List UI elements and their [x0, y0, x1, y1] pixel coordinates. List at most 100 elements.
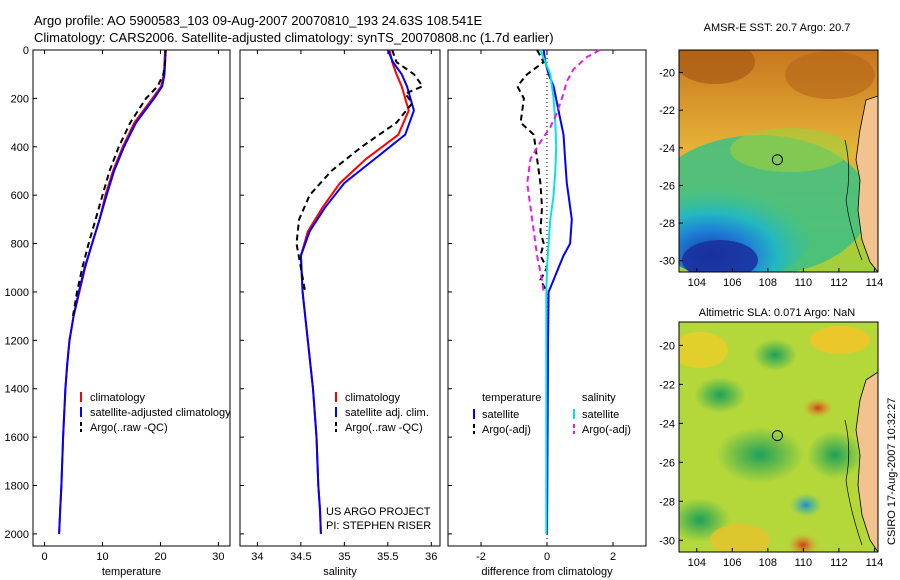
difference-panel: -2 0 2 difference from climatology temperatu… [447, 49, 647, 578]
y-tick-label: -26 [659, 457, 675, 469]
sst-map-frame [678, 49, 879, 273]
x-tick-label: 30 [212, 551, 224, 563]
series-line [299, 49, 415, 534]
timestamp-label: CSIRO 17-Aug-2007 10:32:27 [886, 398, 898, 545]
y-tick-label: -28 [659, 496, 675, 508]
y-tick-label: 1800 [5, 481, 29, 493]
x-tick-label: 106 [723, 557, 741, 569]
x-tick-label: 114 [866, 557, 884, 569]
y-tick-label: 1000 [5, 287, 29, 299]
x-tick-label: 2 [610, 551, 616, 563]
y-tick-label: 0 [23, 45, 29, 57]
series-line [542, 49, 573, 534]
y-tick-label: -30 [659, 535, 675, 547]
sla-low-core [790, 493, 822, 517]
legend-label: Argo(-adj) [582, 424, 631, 436]
x-tick-label: 0 [42, 551, 48, 563]
sla-high-core [802, 398, 834, 418]
y-tick-label: 1400 [5, 384, 29, 396]
legend-label: climatology [345, 392, 401, 404]
y-tick-label: -28 [659, 218, 675, 230]
legend-heading: temperature [482, 392, 541, 404]
legend-label: satellite [482, 409, 519, 421]
x-tick-label: 108 [759, 557, 777, 569]
sst-map-title: AMSR-E SST: 20.7 Argo: 20.7 [704, 22, 851, 34]
x-tick-label: 110 [795, 277, 813, 289]
sla-map-title: Altimetric SLA: 0.071 Argo: NaN [699, 307, 856, 319]
x-tick-label: 34 [251, 551, 263, 563]
argo-float-marker [771, 430, 783, 442]
sla-map-axes: 104 106 108 110 112 114 -20 -22 -24 -26 -28 -30 [659, 340, 883, 569]
legend-heading: salinity [582, 392, 616, 404]
salinity-panel: 34 34.5 35 35.5 36 salinity climatology satelli… [239, 49, 441, 578]
x-tick-label: 106 [723, 277, 741, 289]
y-tick-label: 200 [11, 93, 29, 105]
legend-label: satellite adj. clim. [345, 407, 429, 419]
salinity-xlabel: salinity [323, 566, 357, 578]
sst-map-axes: 104 106 108 110 112 114 -20 -22 -24 -26 -28 -30 [659, 68, 883, 289]
x-tick-label: 108 [759, 277, 777, 289]
x-tick-label: 110 [795, 557, 813, 569]
project-annotation: US ARGO PROJECT [326, 506, 431, 518]
sst-land [855, 95, 878, 272]
x-tick-label: 104 [688, 277, 706, 289]
sla-high-patch [710, 524, 770, 552]
sla-bathymetry [844, 419, 863, 546]
x-tick-label: 114 [866, 277, 884, 289]
salinity-plot-frame [239, 49, 441, 547]
sla-high-patch [679, 332, 728, 368]
x-tick-label: 112 [830, 557, 848, 569]
y-tick-label: -22 [659, 105, 675, 117]
temperature-panel: 0 10 20 30 0 200 400 600 800 1000 1200 1400 1600 1800… [5, 45, 232, 578]
x-tick-label: 20 [154, 551, 166, 563]
sla-low-patch [807, 431, 863, 479]
x-tick-label: 10 [96, 551, 108, 563]
sst-front [730, 128, 850, 172]
argo-float-marker [771, 154, 783, 166]
y-tick-label: 600 [11, 190, 29, 202]
sla-map-frame [678, 321, 879, 553]
y-tick-label: 2000 [5, 529, 29, 541]
x-tick-label: 104 [688, 557, 706, 569]
sst-warm-patch [679, 50, 755, 84]
y-tick-label: -20 [659, 340, 675, 352]
sla-low-patch [753, 339, 797, 371]
x-tick-label: 34.5 [290, 551, 311, 563]
y-tick-label: 800 [11, 239, 29, 251]
y-tick-label: 1600 [5, 432, 29, 444]
series-line [526, 49, 601, 293]
sla-map: Altimetric SLA: 0.071 Argo: NaN 104 106 10… [659, 307, 883, 569]
header-line-2: Climatology: CARS2006. Satellite-adjuste… [34, 30, 554, 45]
sla-high-patch [810, 326, 870, 354]
y-tick-label: -30 [659, 256, 675, 268]
project-annotation: PI: STEPHEN RISER [326, 520, 431, 532]
x-tick-label: 35.5 [377, 551, 398, 563]
x-tick-label: -2 [476, 551, 486, 563]
sst-warm-patch [785, 51, 875, 99]
y-tick-label: -20 [659, 68, 675, 80]
x-tick-label: 35 [338, 551, 350, 563]
y-tick-label: -24 [659, 143, 675, 155]
series-line [295, 49, 425, 293]
y-tick-label: 400 [11, 142, 29, 154]
header-line-1: Argo profile: AO 5900583_103 09-Aug-2007… [34, 13, 482, 28]
y-tick-label: -24 [659, 418, 675, 430]
legend-label: climatology [90, 392, 146, 404]
temperature-xlabel: temperature [102, 566, 161, 578]
legend-label: satellite-adjusted climatology [90, 407, 231, 419]
y-tick-label: 1200 [5, 335, 29, 347]
series-line [72, 49, 167, 317]
sst-map: AMSR-E SST: 20.7 Argo: 20.7 104 106 108 110… [659, 22, 883, 289]
legend-label: satellite [582, 409, 619, 421]
legend-label: Argo(..raw -QC) [90, 422, 168, 434]
x-tick-label: 36 [425, 551, 437, 563]
series-line [58, 49, 167, 534]
sst-bathymetry [844, 139, 863, 261]
sla-low-patch [694, 377, 746, 413]
sla-high-core [787, 533, 819, 552]
y-tick-label: -22 [659, 379, 675, 391]
legend-label: Argo(-adj) [482, 424, 531, 436]
sla-low-patch [716, 427, 804, 483]
x-tick-label: 112 [830, 277, 848, 289]
sst-cold-core [682, 240, 758, 272]
